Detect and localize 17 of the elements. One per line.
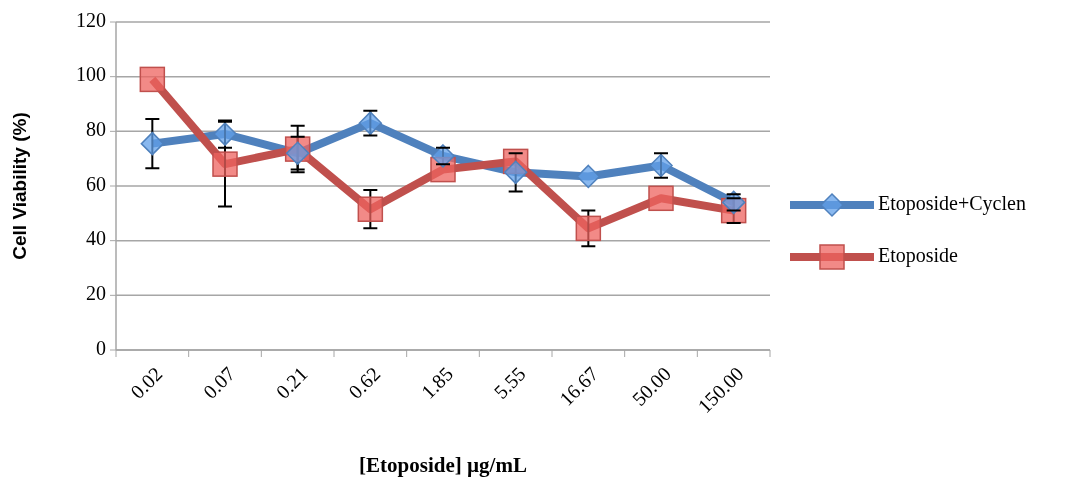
y-tick-label: 0 — [96, 336, 106, 359]
legend-label: Etoposide — [878, 243, 959, 267]
x-tick-label: 5.55 — [489, 362, 530, 403]
x-tick-label: 0.07 — [198, 362, 240, 403]
y-tick-label: 60 — [86, 172, 106, 195]
y-tick-label: 120 — [76, 8, 106, 31]
x-tick-label: 0.02 — [126, 362, 167, 403]
legend-label: Etoposide+Cyclen — [878, 191, 1026, 215]
y-tick-label: 80 — [86, 117, 106, 140]
y-axis-title: Cell Viability (%) — [9, 112, 30, 260]
x-tick-label: 0.21 — [271, 362, 312, 403]
x-tick-label: 0.62 — [344, 362, 385, 403]
x-tick-label: 1.85 — [416, 362, 458, 403]
y-tick-label: 40 — [86, 227, 106, 250]
x-axis-title: [Etoposide] µg/mL — [359, 453, 527, 477]
y-tick-label: 100 — [76, 63, 106, 86]
y-tick-label: 20 — [86, 281, 106, 304]
